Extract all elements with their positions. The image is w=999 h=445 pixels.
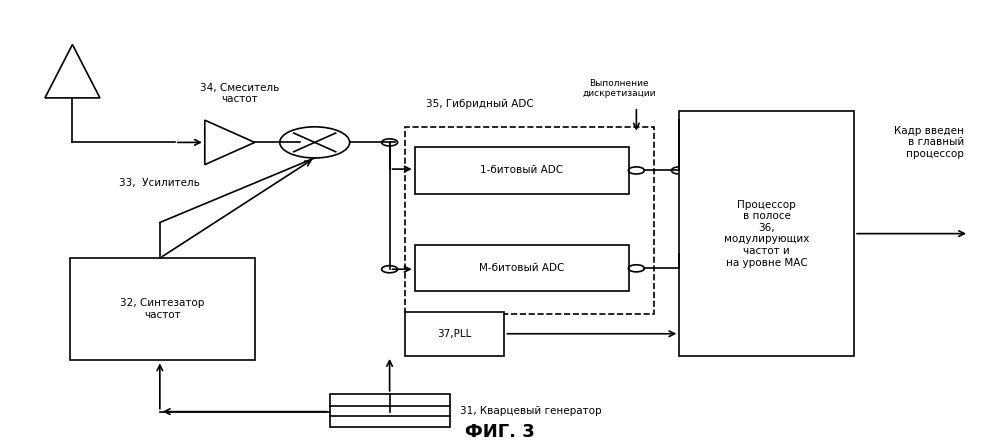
FancyBboxPatch shape — [70, 258, 255, 360]
Text: 1-битовый ADC: 1-битовый ADC — [481, 165, 563, 175]
FancyBboxPatch shape — [405, 127, 654, 314]
Text: Кадр введен
в главный
процессор: Кадр введен в главный процессор — [894, 126, 964, 159]
Text: 34, Смеситель
частот: 34, Смеситель частот — [200, 83, 280, 104]
FancyBboxPatch shape — [405, 312, 504, 356]
FancyBboxPatch shape — [330, 394, 450, 427]
Text: Процессор
в полосе
36,
модулирующих
частот и
на уровне МАС: Процессор в полосе 36, модулирующих част… — [724, 200, 809, 267]
Text: 32, Синтезатор
частот: 32, Синтезатор частот — [120, 299, 205, 320]
Text: ФИГ. 3: ФИГ. 3 — [465, 423, 534, 441]
FancyBboxPatch shape — [679, 111, 854, 356]
Text: 35, Гибридный ADC: 35, Гибридный ADC — [426, 99, 533, 109]
Text: 31, Кварцевый генератор: 31, Кварцевый генератор — [460, 405, 601, 416]
Text: М-битовый ADC: М-битовый ADC — [480, 263, 564, 273]
Text: 37,PLL: 37,PLL — [438, 329, 472, 339]
FancyBboxPatch shape — [415, 147, 629, 194]
Text: 33,  Усилитель: 33, Усилитель — [120, 178, 200, 188]
Text: Выполнение
дискретизации: Выполнение дискретизации — [582, 78, 656, 98]
FancyBboxPatch shape — [415, 245, 629, 291]
